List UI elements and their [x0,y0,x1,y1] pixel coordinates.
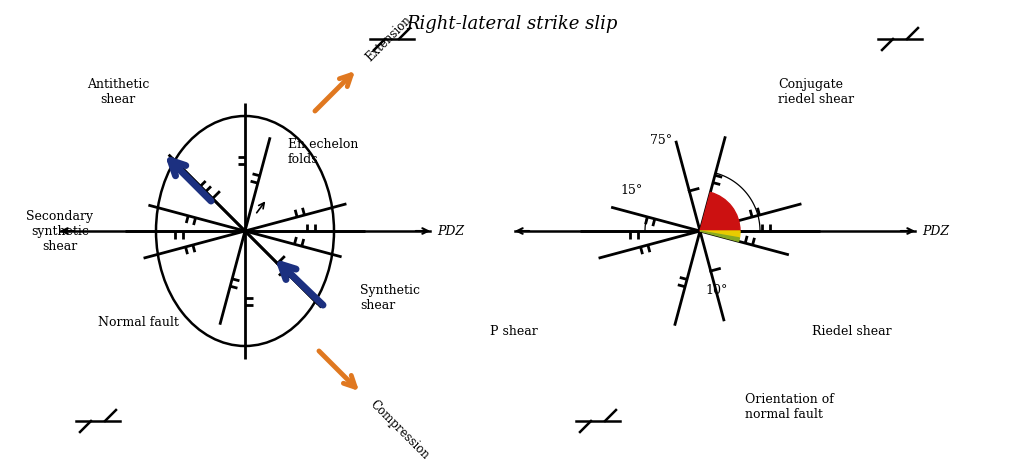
Wedge shape [700,193,740,231]
Text: Normal fault: Normal fault [97,315,178,328]
Text: P shear: P shear [490,325,538,338]
Text: PDZ: PDZ [437,225,464,238]
Text: Secondary
synthetic
shear: Secondary synthetic shear [27,210,93,253]
Text: En echelon
folds: En echelon folds [288,138,358,166]
Text: 10°: 10° [705,283,727,297]
Text: Antithetic
shear: Antithetic shear [87,78,150,106]
Wedge shape [700,231,740,238]
Text: Extension: Extension [362,13,414,64]
Wedge shape [700,231,739,242]
Text: Conjugate
riedel shear: Conjugate riedel shear [778,78,854,106]
Text: Synthetic
shear: Synthetic shear [360,283,420,311]
Text: 75°: 75° [650,134,672,147]
Text: Right-lateral strike slip: Right-lateral strike slip [407,15,617,33]
Text: Orientation of
normal fault: Orientation of normal fault [745,392,834,420]
Text: 15°: 15° [620,184,642,196]
Text: Compression: Compression [367,397,431,459]
Text: PDZ: PDZ [922,225,949,238]
Text: Riedel shear: Riedel shear [812,325,892,338]
